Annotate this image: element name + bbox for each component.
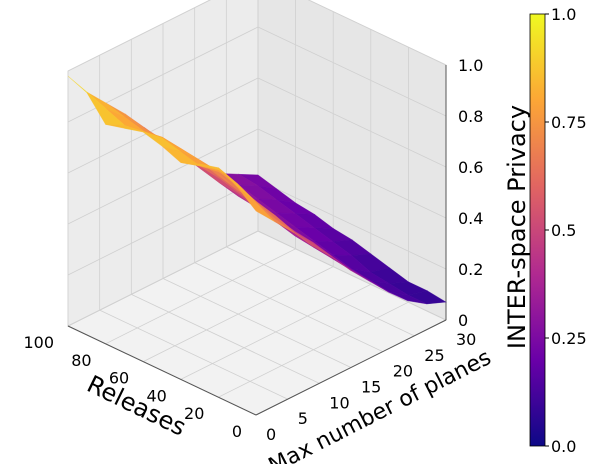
grid-line — [257, 77, 447, 168]
z-tick-label: 1.0 — [458, 56, 483, 75]
grid-line — [131, 293, 320, 384]
colorbar-tick-label: 0.0 — [551, 437, 576, 456]
grid-line — [194, 262, 383, 353]
x-tick-label: 20 — [184, 404, 204, 423]
x-tick-label: 60 — [109, 369, 129, 388]
grid-line — [99, 309, 288, 400]
y-tick-label: 20 — [393, 362, 413, 381]
z-axis-label: INTER-space Privacy — [503, 105, 531, 349]
y-tick-label: 15 — [361, 378, 381, 397]
grid-line — [67, 128, 259, 225]
y-tick-label: 30 — [456, 330, 476, 349]
surface-mesh — [67, 75, 447, 305]
colorbar-tick-label: 0.5 — [551, 221, 576, 240]
y-tick-label: 25 — [424, 346, 444, 365]
y-tick-label: 5 — [298, 409, 308, 428]
grid-line — [307, 0, 447, 66]
x-tick-label: 0 — [232, 422, 242, 441]
grid-line — [67, 77, 259, 174]
grid-line — [257, 128, 447, 219]
grid-line — [162, 278, 352, 368]
axis-line — [67, 325, 257, 416]
x-tick-label: 80 — [71, 351, 91, 370]
grid-line — [67, 230, 259, 327]
x-axis-label: Releases — [83, 370, 191, 442]
y-tick-label: 0 — [266, 425, 276, 444]
colorbar-tick-label: 0.25 — [551, 329, 587, 348]
z-tick-label: 0.2 — [458, 260, 483, 279]
z-tick-label: 0.4 — [458, 209, 483, 228]
z-tick-label: 0.6 — [458, 158, 483, 177]
y-tick-label: 10 — [329, 393, 349, 412]
axis-line — [255, 319, 447, 416]
x-tick-label: 100 — [23, 333, 54, 352]
surface-facet — [236, 186, 276, 223]
grid-line — [257, 26, 447, 117]
colorbar-ticks: 0.0 0.25 0.5 0.75 1.0 — [545, 5, 587, 456]
colorbar-tick-label: 0.75 — [551, 113, 587, 132]
z-tick-label: 0.8 — [458, 107, 483, 126]
z-tick-label: 0 — [458, 311, 468, 330]
grid-line — [257, 179, 447, 270]
grid-lines — [67, 0, 447, 416]
grid-line — [226, 246, 415, 337]
grid-line — [67, 0, 211, 72]
colorbar-tick-label: 1.0 — [551, 5, 576, 24]
colorbar — [529, 13, 546, 447]
grid-line — [67, 179, 259, 276]
x-tick-label: 40 — [146, 386, 166, 405]
grid-line — [257, 230, 447, 321]
